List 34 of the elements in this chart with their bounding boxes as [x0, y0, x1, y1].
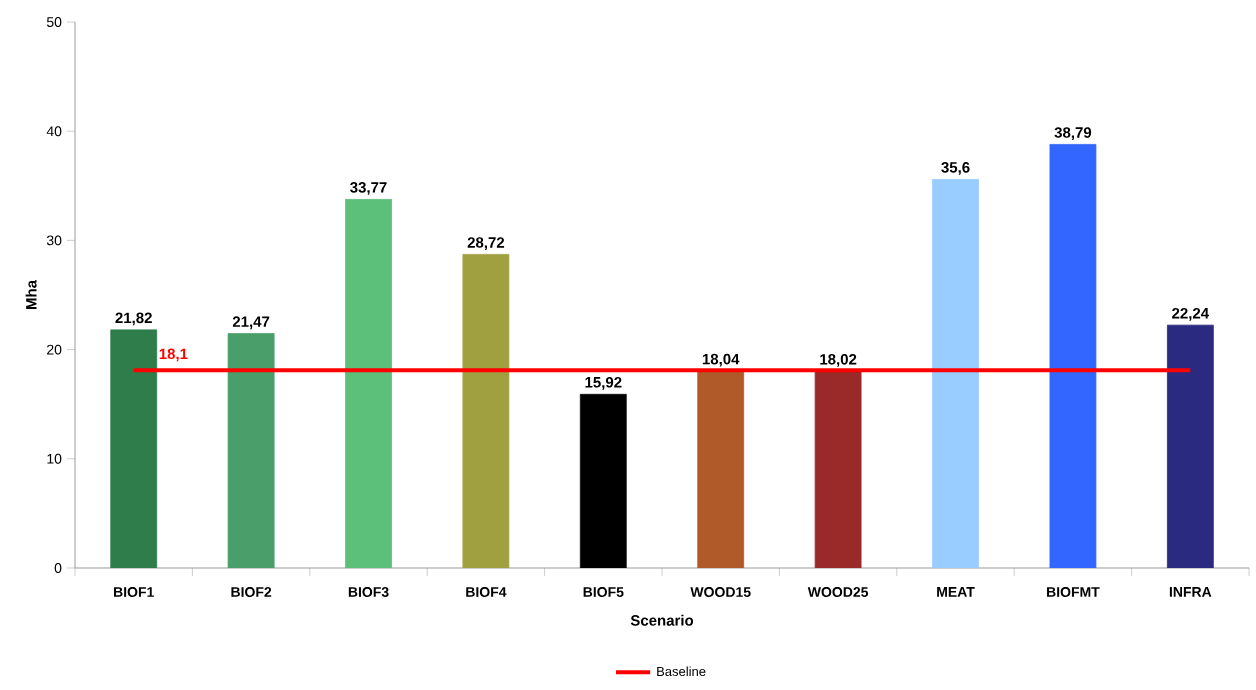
data-label: 28,72	[467, 237, 505, 250]
x-tick-label: BIOFMT	[1047, 587, 1100, 597]
data-label: 35,6	[941, 162, 970, 175]
bar	[932, 178, 979, 568]
y-tick-label: 10	[47, 453, 62, 464]
x-tick-label: BIOF2	[231, 587, 272, 597]
bar	[1166, 324, 1214, 568]
y-tick-label: 20	[47, 344, 62, 355]
x-tick-label: BIOF5	[583, 587, 624, 597]
x-axis-title: Scenario	[630, 614, 694, 626]
data-label: 33,77	[350, 182, 387, 195]
data-label: 38,79	[1054, 127, 1092, 141]
x-tick-label: WOOD25	[807, 587, 869, 597]
bar	[697, 370, 745, 568]
y-tick-label: 30	[46, 235, 62, 246]
x-tick-label: MEAT	[937, 587, 975, 597]
x-tick-label: INFRA	[1169, 587, 1212, 597]
legend-label: Baseline	[657, 666, 706, 677]
x-tick-label: BIOF1	[114, 587, 154, 597]
data-label: 22,24	[1172, 307, 1209, 321]
data-label: 21,82	[115, 312, 152, 326]
bar	[462, 253, 510, 568]
y-tick-label: 50	[46, 17, 62, 27]
data-label: 21,47	[232, 316, 270, 330]
y-axis-title: Mha	[25, 279, 37, 309]
x-tick-label: BIOF4	[466, 587, 507, 597]
data-label: 18,04	[702, 353, 740, 367]
data-label: 18,02	[820, 354, 857, 367]
data-label: 15,92	[585, 376, 622, 390]
x-tick-label: BIOF3	[348, 587, 389, 597]
y-tick-label: 0	[54, 563, 62, 573]
data-label: 18,1	[159, 348, 188, 362]
x-tick-label: WOOD15	[690, 587, 751, 597]
y-tick-label: 40	[46, 126, 62, 137]
